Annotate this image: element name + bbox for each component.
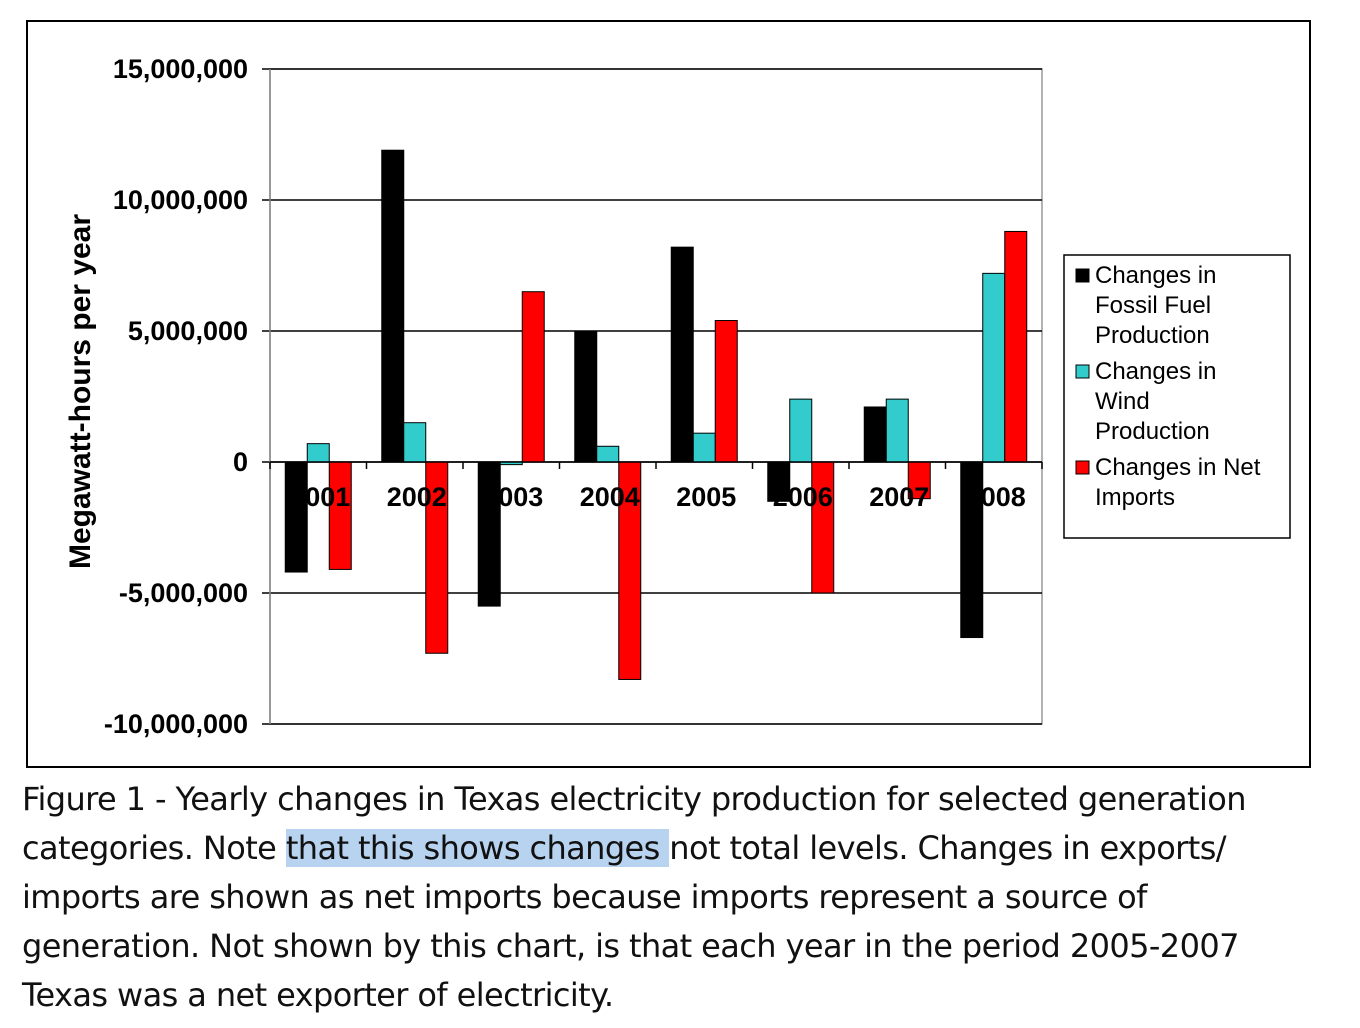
y-tick-label: 10,000,000 <box>113 185 248 215</box>
bar <box>692 432 716 463</box>
legend-label: Changes in Wind Production <box>1095 358 1216 445</box>
bar <box>403 422 427 463</box>
figure-caption: Figure 1 - Yearly changes in Texas elect… <box>22 775 1358 1020</box>
caption-line-3: imports are shown as net imports because… <box>22 878 1147 916</box>
caption-line-5: Texas was a net exporter of electricity. <box>22 976 614 1014</box>
caption-line-4: generation. Not shown by this chart, is … <box>22 927 1239 965</box>
legend-box <box>1063 254 1291 539</box>
bar <box>328 461 352 570</box>
bar <box>596 445 620 463</box>
bar <box>863 406 887 463</box>
bar <box>284 461 308 573</box>
legend-swatch <box>1075 268 1090 283</box>
y-tick-label: -10,000,000 <box>104 709 248 739</box>
legend-label: Changes in Net Imports <box>1095 454 1261 511</box>
x-tick-label: 2008 <box>966 482 1026 512</box>
caption-highlighted-text: that this shows changes <box>285 829 670 867</box>
x-tick-label: 2004 <box>580 482 640 512</box>
y-tick-label: 0 <box>233 447 248 477</box>
y-axis-title: Megawatt-hours per year <box>64 214 97 569</box>
bar <box>885 398 909 463</box>
plot-area: 15,000,000 10,000,000 5,000,000 0 -5,000,000… <box>64 54 1043 739</box>
x-tick-label: 2003 <box>483 482 543 512</box>
bar <box>714 320 738 463</box>
chart-frame: 15,000,000 10,000,000 5,000,000 0 -5,000,000… <box>26 20 1311 768</box>
x-tick-label: 2007 <box>869 482 929 512</box>
bar <box>574 330 598 463</box>
bar <box>521 291 545 463</box>
x-tick-label: 2002 <box>387 482 447 512</box>
legend-swatch <box>1075 460 1090 475</box>
legend-label: Changes in Fossil Fuel Production <box>1095 262 1216 349</box>
caption-line-2: categories. Note that this shows changes… <box>22 824 1358 873</box>
y-tick-label: 5,000,000 <box>128 316 248 346</box>
bar-chart: 15,000,000 10,000,000 5,000,000 0 -5,000,000… <box>64 54 1291 739</box>
caption-line-2-start: categories. Note <box>22 829 286 867</box>
x-tick-label: 2006 <box>773 482 833 512</box>
x-tick-label: 2005 <box>676 482 736 512</box>
bar <box>1004 230 1028 463</box>
bar <box>789 398 813 463</box>
x-tick-label: 2001 <box>290 482 350 512</box>
bar <box>670 246 694 463</box>
caption-line-1: Figure 1 - Yearly changes in Texas elect… <box>22 780 1247 818</box>
y-tick-label: 15,000,000 <box>113 54 248 84</box>
bar <box>381 149 405 463</box>
legend-swatch <box>1075 364 1090 379</box>
caption-line-2-end: not total levels. Changes in exports/ <box>669 829 1226 867</box>
legend: Changes in Fossil Fuel Production Changes i… <box>1063 254 1291 539</box>
bar <box>982 272 1006 463</box>
bar <box>306 443 330 463</box>
y-tick-label: -5,000,000 <box>119 578 248 608</box>
